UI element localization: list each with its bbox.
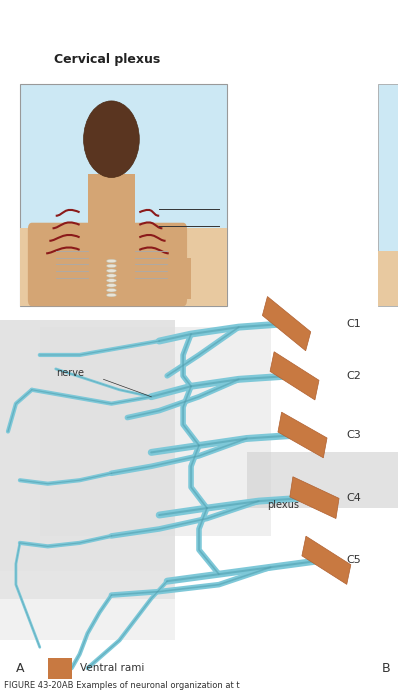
Bar (40, 327, 271, 536)
Bar (278, 412, 327, 458)
Ellipse shape (107, 278, 117, 283)
Text: Cervical plexus: Cervical plexus (55, 53, 160, 65)
Ellipse shape (107, 284, 117, 287)
Text: FIGURE 43-20AB Examples of neuronal organization at t: FIGURE 43-20AB Examples of neuronal orga… (4, 681, 240, 690)
Bar (48, 658, 72, 679)
Bar (378, 251, 398, 306)
Bar (378, 84, 398, 306)
Ellipse shape (107, 269, 117, 273)
Text: C4: C4 (346, 493, 361, 503)
Text: B: B (381, 662, 390, 674)
Ellipse shape (107, 264, 117, 268)
Text: C1: C1 (346, 319, 361, 329)
Bar (0, 571, 175, 640)
Text: C2: C2 (346, 371, 361, 381)
Bar (302, 536, 351, 585)
Text: Ventral rami: Ventral rami (80, 663, 144, 673)
Bar (40, 258, 191, 299)
Bar (88, 174, 135, 244)
Bar (262, 296, 311, 351)
Text: C3: C3 (346, 430, 361, 440)
Ellipse shape (107, 274, 117, 277)
Bar (290, 477, 339, 519)
Bar (247, 452, 398, 508)
Ellipse shape (107, 294, 117, 297)
Text: A: A (16, 662, 24, 674)
Ellipse shape (84, 101, 139, 177)
Bar (0, 320, 175, 599)
Text: C5: C5 (346, 555, 361, 565)
Bar (20, 84, 227, 306)
Bar (20, 228, 227, 306)
Bar (270, 351, 319, 400)
Ellipse shape (107, 259, 117, 263)
Text: plexus: plexus (267, 500, 298, 509)
Ellipse shape (107, 288, 117, 292)
FancyBboxPatch shape (28, 223, 187, 306)
Text: nerve: nerve (56, 368, 84, 378)
